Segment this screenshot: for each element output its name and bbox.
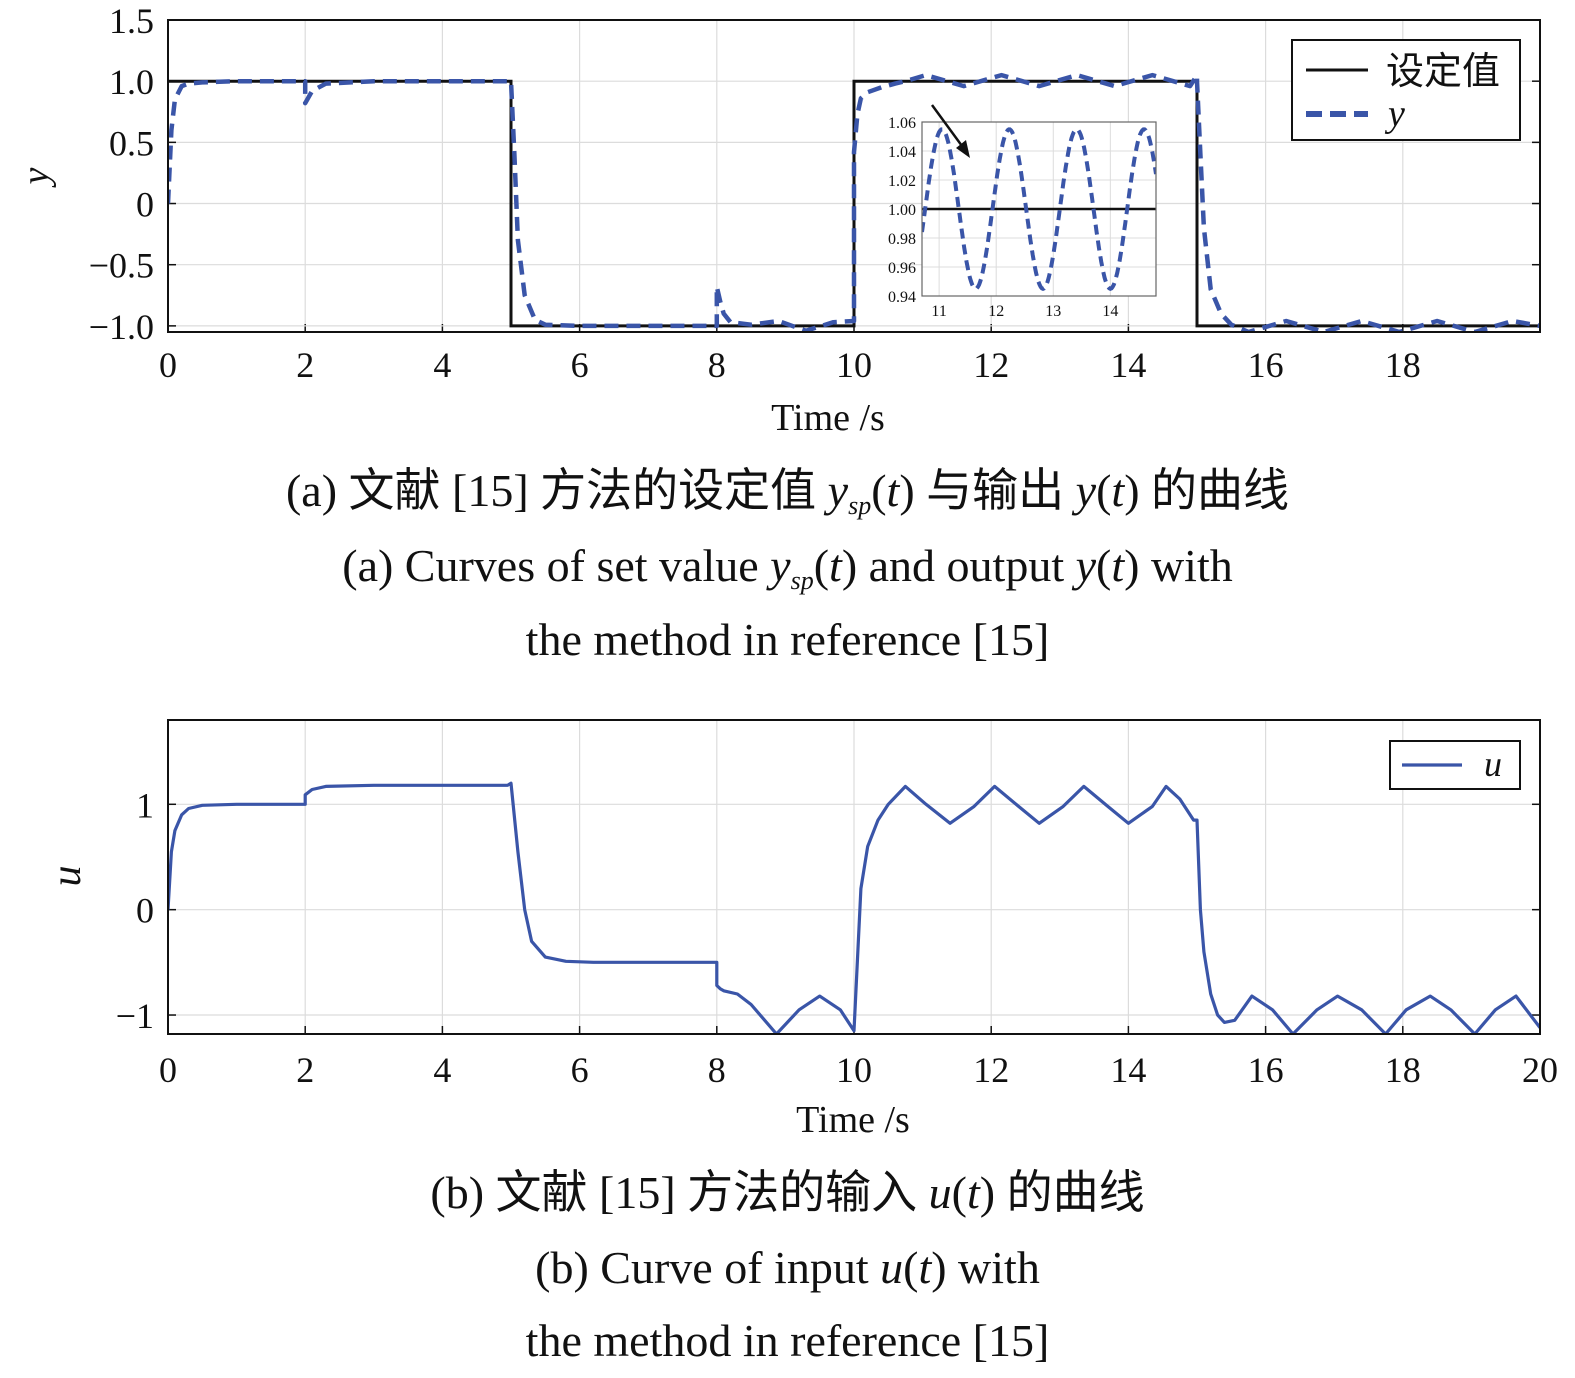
chart-a: 0 2 4 6 8 10 12 14 16 18 −1.0 −0.5 0 0.5 1.0 1.5 Time /s… <box>15 1 1541 439</box>
y-tick-label: 0.5 <box>109 123 154 163</box>
inset-x-tick-label: 13 <box>1045 303 1061 320</box>
x-tick-label: 0 <box>159 1050 177 1090</box>
y-axis-label: u <box>44 866 90 887</box>
y-tick-label: −1 <box>116 996 154 1036</box>
x-tick-label: 10 <box>836 1050 872 1090</box>
x-tick-label: 10 <box>836 345 872 385</box>
legend-b: u <box>1389 740 1521 790</box>
y-tick-label: 1.0 <box>109 62 154 102</box>
x-tick-label: 18 <box>1385 345 1421 385</box>
chart-a-curves <box>168 72 1540 332</box>
x-tick-label: 2 <box>296 345 314 385</box>
legend-setpoint-label: 设定值 <box>1386 49 1500 93</box>
x-tick-label: 12 <box>973 1050 1009 1090</box>
x-tick-label: 16 <box>1248 345 1284 385</box>
x-tick-label: 16 <box>1248 1050 1284 1090</box>
chart-b-curves <box>168 781 1540 1034</box>
legend-a-box <box>1291 39 1521 141</box>
legend-u-label: u <box>1484 744 1502 784</box>
inset-arrow-head <box>956 140 970 158</box>
series-u-line <box>168 781 1540 1034</box>
legend-y-label: y <box>1384 93 1405 135</box>
x-axis-label: Time /s <box>796 1099 910 1141</box>
x-tick-label: 0 <box>159 345 177 385</box>
x-tick-label: 4 <box>433 345 451 385</box>
x-tick-label: 18 <box>1385 1050 1421 1090</box>
caption-b-chinese: (b) 文献 [15] 方法的输入 u(t) 的曲线 <box>430 1167 1145 1218</box>
inset-y-tick-label: 0.98 <box>888 231 916 248</box>
inset-y-line <box>922 127 1156 291</box>
y-axis-label: y <box>15 167 57 188</box>
caption-a-english-line1: (a) Curves of set value ysp(t) and outpu… <box>342 540 1233 595</box>
y-tick-label: 1.5 <box>109 1 154 41</box>
inset-y-tick-label: 1.04 <box>888 144 916 161</box>
inset-y-tick-label: 1.02 <box>888 173 916 190</box>
x-tick-label: 14 <box>1110 1050 1146 1090</box>
caption-a-english-line2: the method in reference [15] <box>525 614 1050 665</box>
inset-curves <box>922 127 1156 291</box>
y-tick-label: −0.5 <box>89 246 154 286</box>
x-tick-label: 14 <box>1110 345 1146 385</box>
inset-y-tick-label: 0.96 <box>888 260 916 277</box>
series-y-line <box>168 72 1540 332</box>
x-tick-label: 20 <box>1522 1050 1558 1090</box>
x-tick-label: 6 <box>571 1050 589 1090</box>
inset-x-tick-label: 14 <box>1102 303 1118 320</box>
series-setpoint-line <box>168 79 1540 328</box>
x-tick-label: 4 <box>433 1050 451 1090</box>
caption-a-chinese: (a) 文献 [15] 方法的设定值 ysp(t) 与输出 y(t) 的曲线 <box>285 465 1290 520</box>
inset-frame <box>921 121 1157 297</box>
y-tick-label: −1.0 <box>89 307 154 347</box>
inset-arrow-shaft <box>930 104 964 147</box>
x-tick-label: 2 <box>296 1050 314 1090</box>
x-axis-label: Time /s <box>771 397 885 439</box>
inset-y-tick-label: 1.00 <box>888 202 916 219</box>
x-tick-label: 12 <box>973 345 1009 385</box>
y-tick-label: 0 <box>136 891 154 931</box>
inset-y-tick-label: 0.94 <box>888 289 916 306</box>
inset-y-tick-label: 1.06 <box>888 115 916 132</box>
plot-frame <box>167 19 1541 333</box>
inset-x-tick-label: 11 <box>931 303 946 320</box>
x-tick-label: 8 <box>708 345 726 385</box>
inset-x-tick-label: 12 <box>988 303 1004 320</box>
caption-b-english-line1: (b) Curve of input u(t) with <box>535 1242 1040 1293</box>
y-tick-label: 1 <box>136 785 154 825</box>
inset-chart: 11 12 13 14 0.94 0.96 0.98 1.00 1.02 1.04 1.06 <box>888 104 1157 320</box>
x-tick-label: 6 <box>571 345 589 385</box>
plot-frame <box>167 719 1541 1035</box>
y-tick-label: 0 <box>136 184 154 224</box>
x-tick-label: 8 <box>708 1050 726 1090</box>
caption-b-english-line2: the method in reference [15] <box>525 1315 1050 1366</box>
